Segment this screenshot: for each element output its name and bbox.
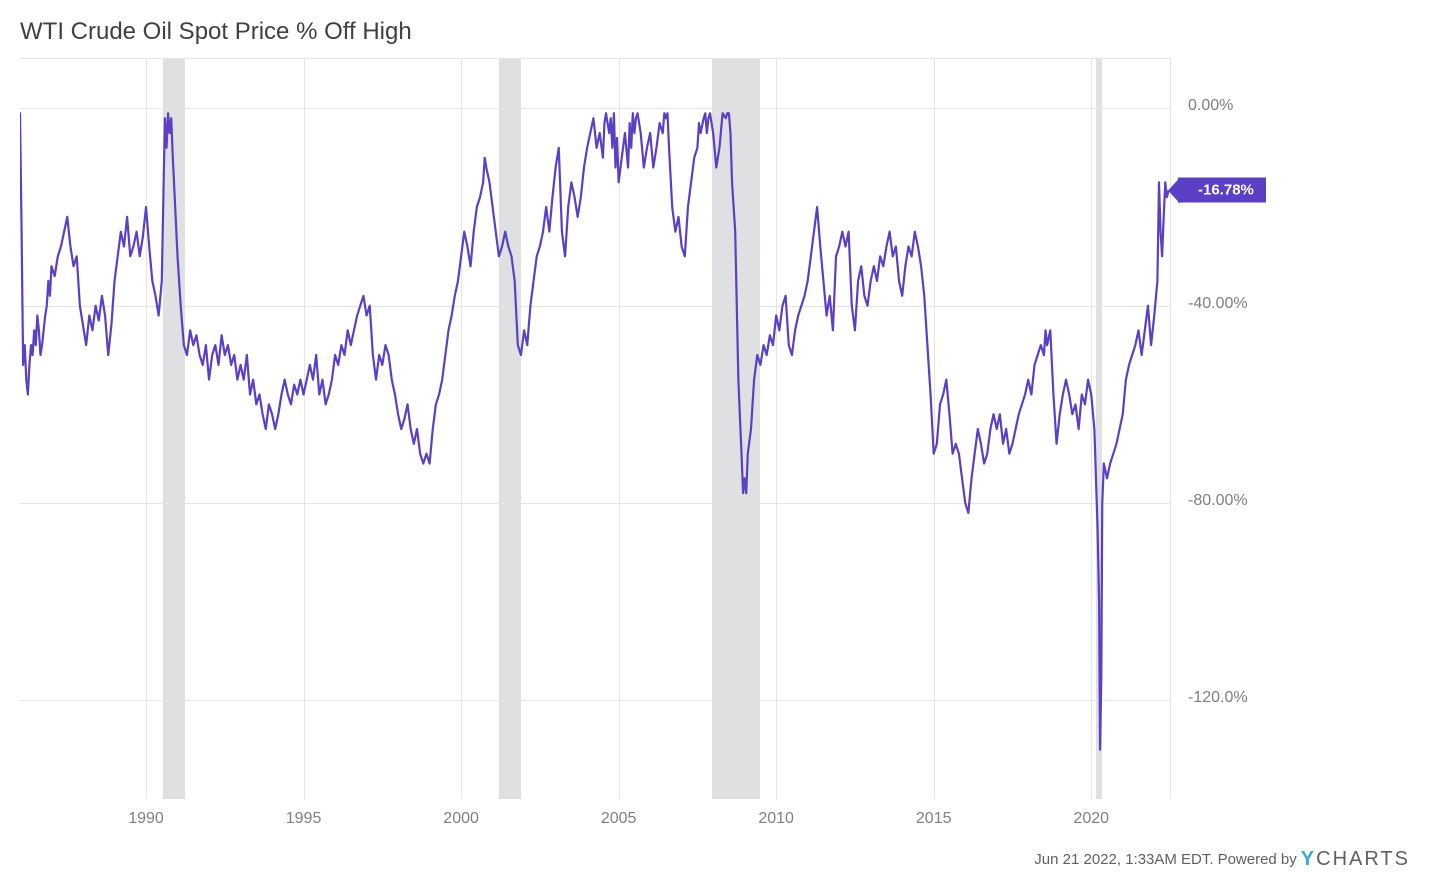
footer-powered-by: Powered by xyxy=(1218,851,1297,868)
x-axis-tick-label: 2020 xyxy=(1073,810,1109,828)
x-axis-tick-label: 2010 xyxy=(758,810,794,828)
chart-footer: Jun 21 2022, 1:33AM EDT. Powered by YCHA… xyxy=(1034,848,1410,871)
x-axis-tick-label: 2005 xyxy=(601,810,637,828)
callout-value: -16.78% xyxy=(1198,182,1254,199)
y-axis-tick-label: 0.00% xyxy=(1188,97,1233,115)
y-axis-tick-label: -40.00% xyxy=(1188,295,1248,313)
price-line-series xyxy=(20,59,1170,799)
x-axis-tick-label: 2000 xyxy=(443,810,479,828)
y-axis-tick-label: -120.0% xyxy=(1188,689,1248,707)
current-value-callout: -16.78% xyxy=(1178,178,1266,203)
footer-timestamp: Jun 21 2022, 1:33AM EDT. xyxy=(1034,851,1213,868)
x-axis-tick-label: 1995 xyxy=(286,810,322,828)
y-axis-tick-label: -80.00% xyxy=(1188,492,1248,510)
chart-title: WTI Crude Oil Spot Price % Off High xyxy=(20,18,412,46)
ycharts-logo: YCHARTS xyxy=(1301,848,1410,871)
ycharts-logo-y: Y xyxy=(1301,848,1316,870)
x-axis-tick-label: 1990 xyxy=(128,810,164,828)
x-axis-tick-label: 2015 xyxy=(916,810,952,828)
ycharts-logo-text: CHARTS xyxy=(1316,848,1410,870)
chart-plot-area xyxy=(20,58,1171,799)
